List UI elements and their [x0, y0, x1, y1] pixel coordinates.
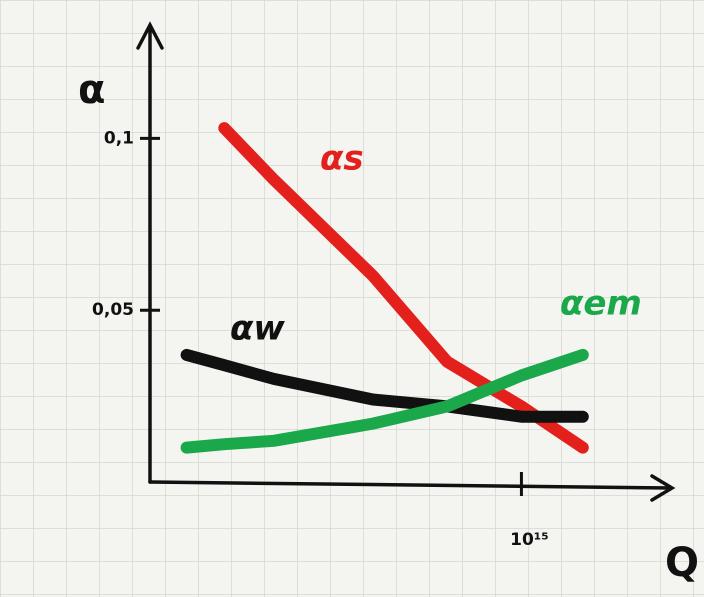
x-axis [148, 474, 676, 502]
y-axis-label: α [78, 67, 105, 113]
x-tick-label: 10¹⁵ [510, 530, 549, 550]
y-tick-label: 0,05 [92, 300, 134, 320]
x-axis-label: Q [665, 540, 699, 586]
series-label: αs [320, 139, 364, 179]
series-line [180, 348, 589, 423]
axes [136, 21, 676, 502]
y-tick-label: 0,1 [104, 128, 134, 148]
series-line [180, 348, 589, 454]
series-label: αw [230, 309, 285, 349]
y-axis [136, 21, 164, 484]
series-label: αem [560, 284, 642, 324]
